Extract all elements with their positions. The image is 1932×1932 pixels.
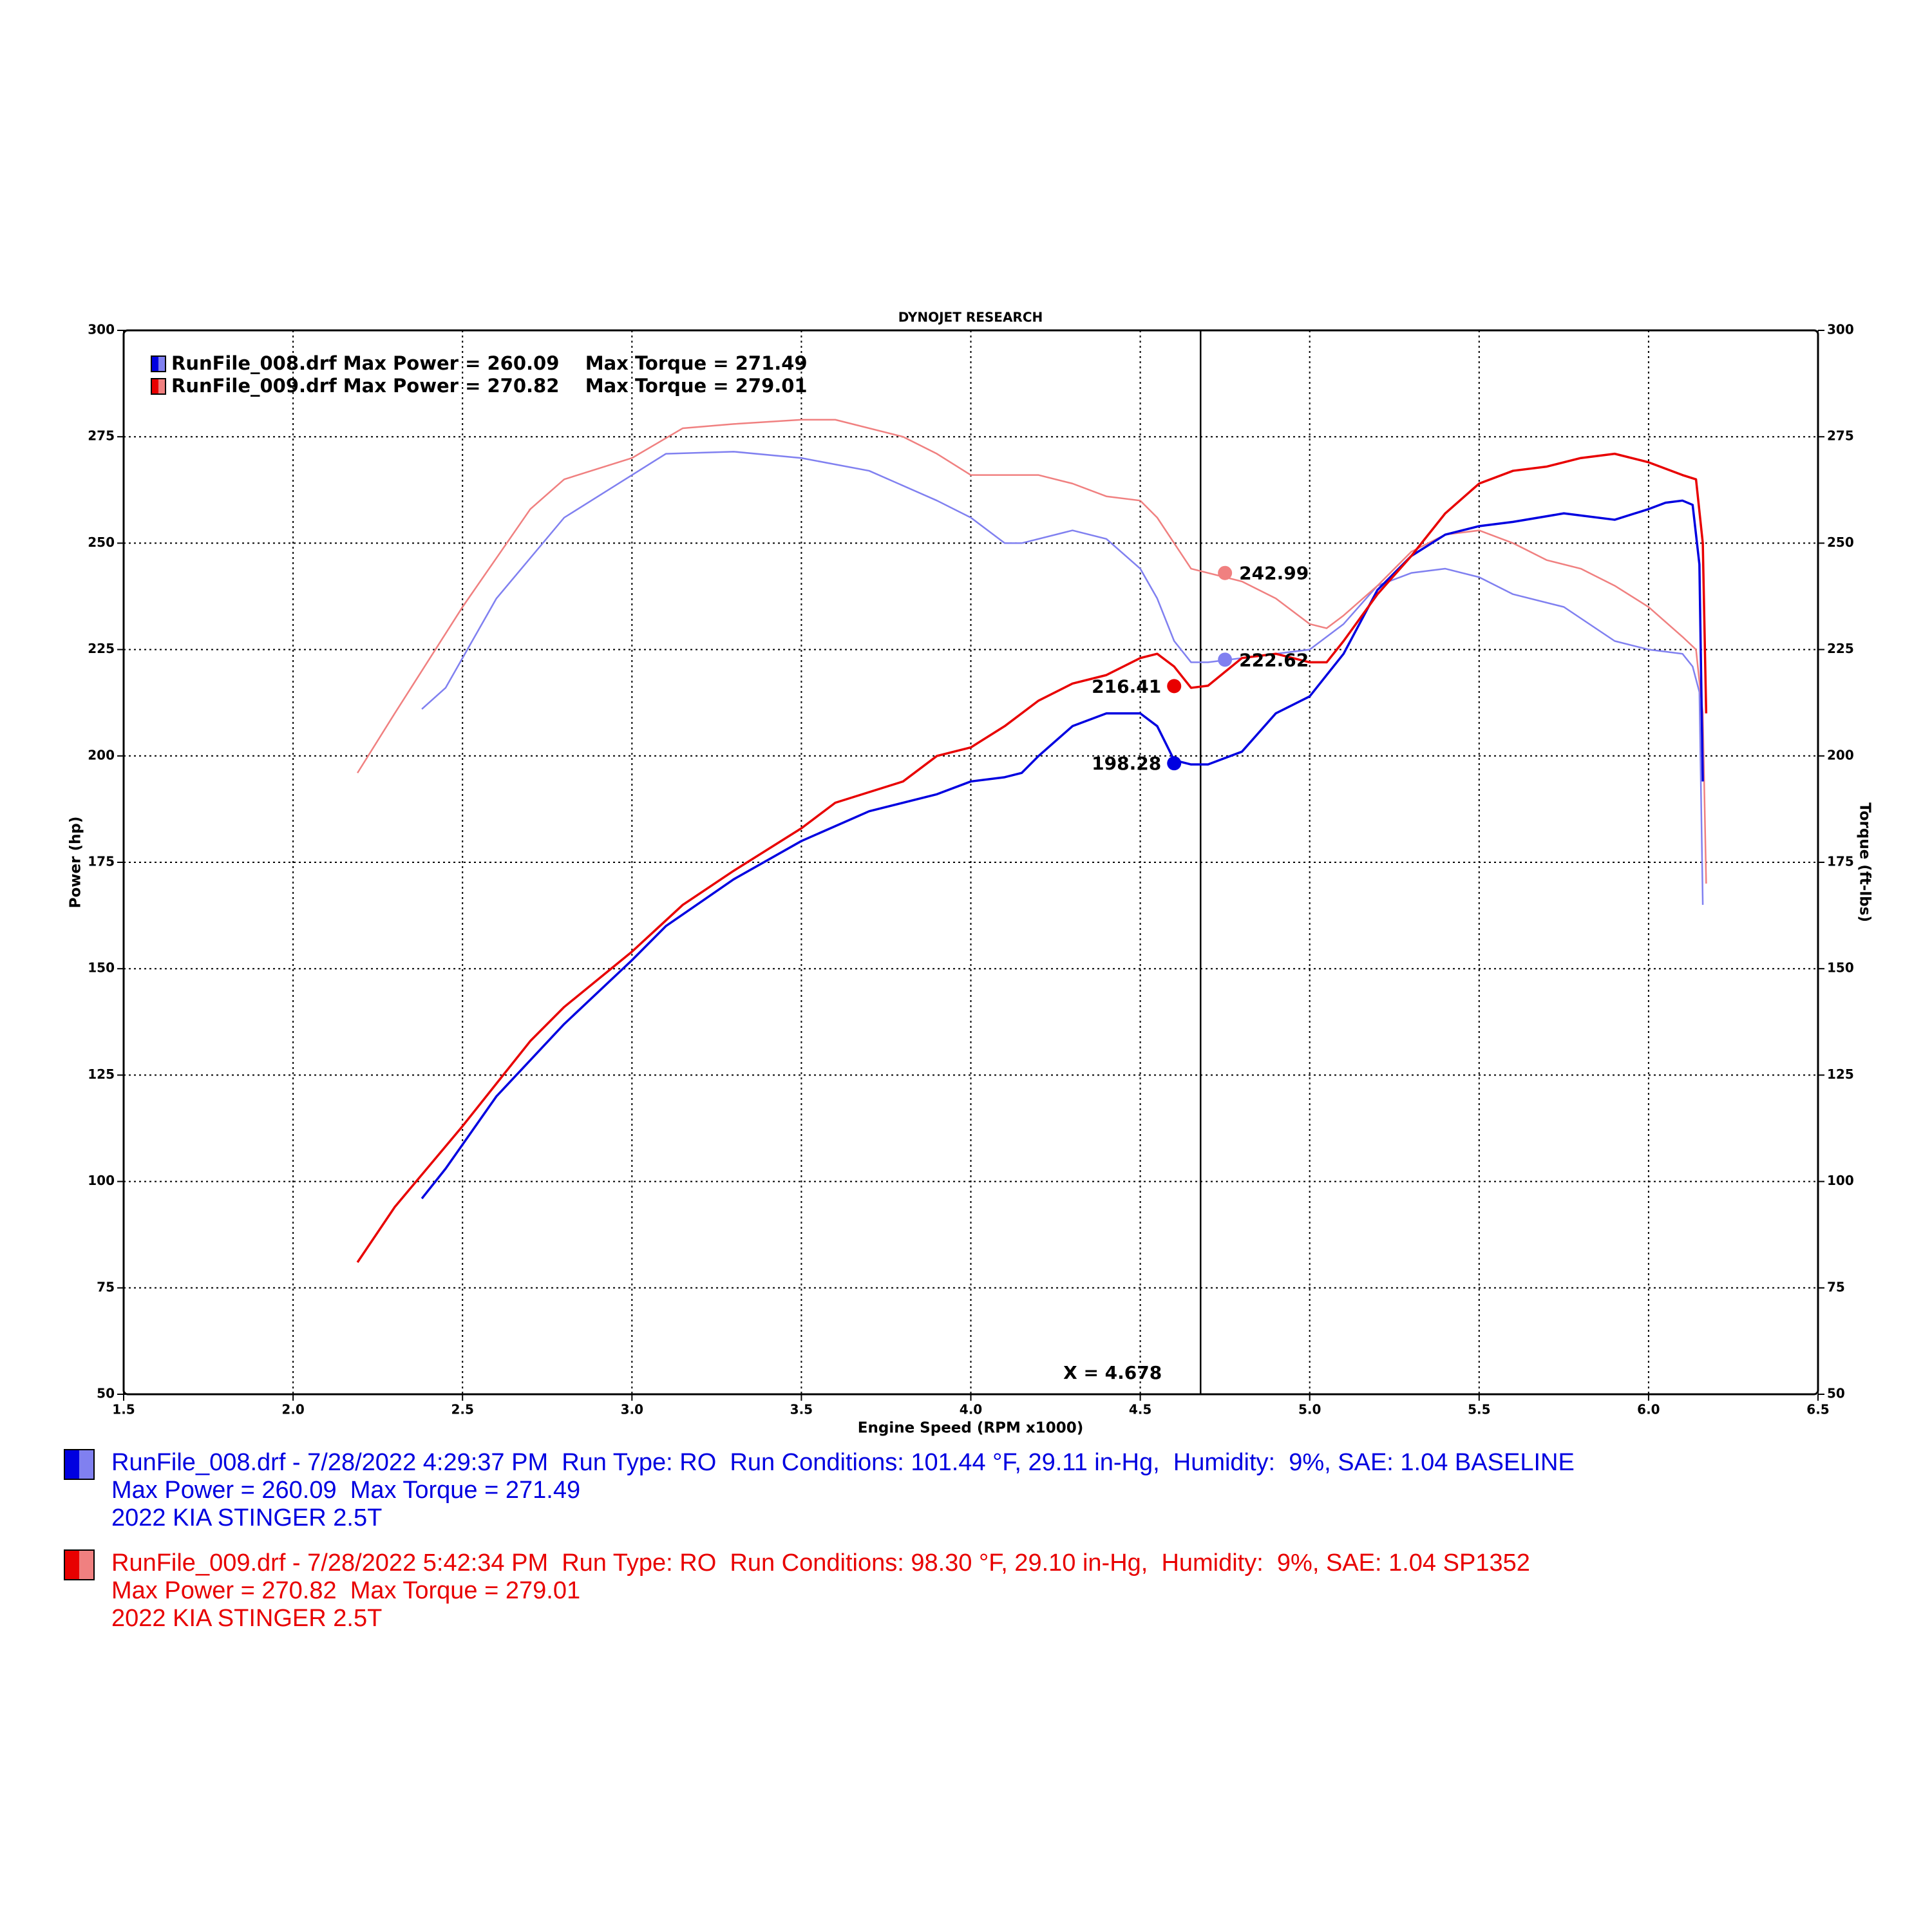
- x-tick-label: 4.0: [960, 1402, 982, 1417]
- y2-tick-label: 225: [1827, 641, 1854, 656]
- cursor-label: X = 4.678: [1063, 1362, 1162, 1383]
- y-tick-label: 250: [88, 535, 115, 550]
- run-info: 2022 KIA STINGER 2.5T: [111, 1605, 382, 1632]
- run-info: RunFile_009.drf - 7/28/2022 5:42:34 PM R…: [111, 1549, 1530, 1577]
- torque-marker: [1218, 565, 1233, 580]
- x-tick-label: 5.5: [1468, 1402, 1490, 1417]
- x-tick-label: 4.5: [1129, 1402, 1151, 1417]
- x-tick-label: 3.5: [790, 1402, 813, 1417]
- y2-tick-label: 150: [1827, 960, 1854, 976]
- legend-swatch: [79, 1450, 94, 1479]
- run-info: RunFile_008.drf - 7/28/2022 4:29:37 PM R…: [111, 1449, 1575, 1476]
- x-tick-label: 3.0: [621, 1402, 643, 1417]
- x-tick-label: 2.5: [451, 1402, 473, 1417]
- plot-frame: [122, 329, 1819, 1396]
- x-tick-label: 2.0: [281, 1402, 304, 1417]
- y2-tick-label: 250: [1827, 535, 1854, 550]
- y-tick-label: 175: [88, 854, 115, 869]
- power-marker: [1167, 756, 1182, 771]
- y2-tick-label: 100: [1827, 1173, 1854, 1188]
- y-tick-label: 125: [88, 1066, 115, 1082]
- x-tick-label: 5.0: [1298, 1402, 1321, 1417]
- legend-swatch: [151, 356, 158, 372]
- y2-tick-label: 125: [1827, 1066, 1854, 1082]
- legend-swatch: [158, 379, 166, 394]
- run-info: Max Power = 260.09 Max Torque = 271.49: [111, 1477, 580, 1504]
- legend-swatch: [151, 379, 158, 394]
- chart-title: DYNOJET RESEARCH: [898, 310, 1043, 325]
- y-tick-label: 275: [88, 428, 115, 444]
- power-marker-label: 216.41: [1092, 676, 1161, 697]
- legend-swatch-border: [151, 378, 166, 395]
- legend-swatch: [64, 1550, 79, 1580]
- x-axis-label: Engine Speed (RPM x1000): [858, 1420, 1083, 1437]
- torque-marker: [1218, 652, 1233, 667]
- x-tick-label: 6.0: [1637, 1402, 1660, 1417]
- y2-tick-label: 300: [1827, 322, 1854, 337]
- legend-label: RunFile_009.drf Max Power = 270.82 Max T…: [171, 375, 808, 397]
- y-tick-label: 50: [97, 1386, 115, 1401]
- y-tick-label: 225: [88, 641, 115, 656]
- power-marker: [1167, 679, 1182, 694]
- y-tick-label: 75: [97, 1279, 115, 1294]
- torque-line: [357, 419, 1707, 884]
- legend-swatch: [64, 1450, 79, 1479]
- y-tick-label: 200: [88, 747, 115, 762]
- y-axis-label: Power (hp): [68, 817, 84, 909]
- legend-swatch: [79, 1550, 94, 1580]
- power-line: [421, 499, 1704, 1200]
- run-info: 2022 KIA STINGER 2.5T: [111, 1504, 382, 1531]
- legend-swatch-border: [151, 355, 166, 372]
- legend-label: RunFile_008.drf Max Power = 260.09 Max T…: [171, 352, 808, 374]
- run-info: Max Power = 270.82 Max Torque = 279.01: [111, 1577, 580, 1604]
- y-tick-label: 100: [88, 1173, 115, 1188]
- torque-marker-label: 222.62: [1239, 649, 1309, 670]
- y2-tick-label: 50: [1827, 1386, 1845, 1401]
- power-line: [356, 452, 1708, 1264]
- y2-tick-label: 200: [1827, 747, 1854, 762]
- y2-tick-label: 275: [1827, 428, 1854, 444]
- torque-line: [421, 451, 1704, 905]
- power-marker-label: 198.28: [1092, 753, 1161, 774]
- x-tick-label: 1.5: [112, 1402, 135, 1417]
- y-tick-label: 300: [88, 322, 115, 337]
- y-tick-label: 150: [88, 960, 115, 976]
- y2-axis-label: Torque (ft-lbs): [1857, 802, 1873, 922]
- y2-tick-label: 75: [1827, 1279, 1845, 1294]
- x-tick-label: 6.5: [1806, 1402, 1829, 1417]
- legend-swatch-border: [64, 1549, 95, 1580]
- legend-swatch: [158, 356, 166, 372]
- y2-tick-label: 175: [1827, 854, 1854, 869]
- torque-marker-label: 242.99: [1239, 563, 1309, 584]
- legend-swatch-border: [64, 1449, 95, 1480]
